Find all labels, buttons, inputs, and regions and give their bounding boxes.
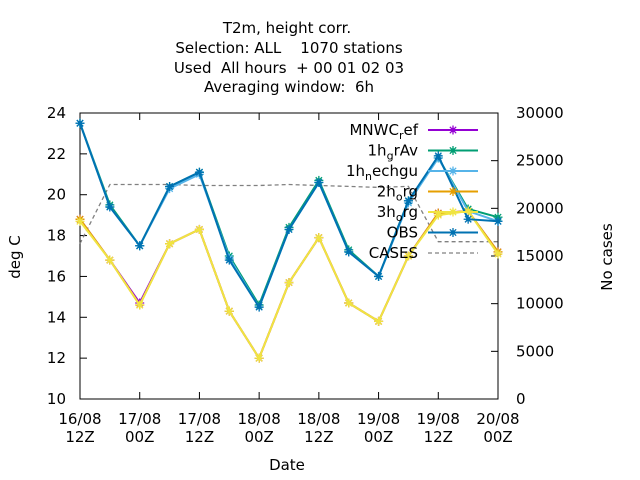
y-tick-label: 16 xyxy=(47,267,66,285)
legend-entry-1h-nechgu: 1hnechgu xyxy=(346,162,478,183)
y-axis-label: deg C xyxy=(6,235,24,279)
x-tick-hour: 00Z xyxy=(244,428,273,446)
x-axis-label: Date xyxy=(269,456,305,474)
legend-entry-2h-org: 2horg xyxy=(377,183,478,204)
title-line-4: Averaging window: 6h xyxy=(204,78,374,96)
data-point-3h-org xyxy=(165,239,175,249)
x-tick-date: 19/08 xyxy=(357,410,400,428)
legend-entry-1h-grav: 1hgrAv xyxy=(368,142,478,163)
data-point-obs xyxy=(374,271,384,281)
x-tick-date: 18/08 xyxy=(297,410,340,428)
legend-entry-mnwc-ref: MNWCref xyxy=(349,121,478,142)
y-tick-label: 10 xyxy=(47,390,66,408)
y2-tick-label: 10000 xyxy=(516,295,564,313)
data-point-obs xyxy=(254,302,264,312)
data-point-obs xyxy=(493,216,503,226)
x-tick-date: 17/08 xyxy=(118,410,161,428)
x-tick-hour: 00Z xyxy=(125,428,154,446)
data-point-obs xyxy=(463,214,473,224)
data-point-3h-org xyxy=(105,255,115,265)
data-point-obs xyxy=(314,177,324,187)
data-point-3h-org xyxy=(254,353,264,363)
y-tick-label: 24 xyxy=(47,104,66,122)
data-point-obs xyxy=(135,241,145,251)
data-point-obs xyxy=(75,118,85,128)
data-point-3h-org xyxy=(284,278,294,288)
data-point-obs xyxy=(194,167,204,177)
data-point-obs xyxy=(403,196,413,206)
legend-entry-cases: CASES xyxy=(369,244,478,262)
data-point-3h-org xyxy=(374,316,384,326)
data-point-3h-org xyxy=(224,306,234,316)
legend-label-3h-org: 3horg xyxy=(377,203,418,224)
chart-title: T2m, height corr. Selection: ALL 1070 st… xyxy=(174,19,404,96)
x-tick-date: 20/08 xyxy=(476,410,519,428)
y-tick-label: 22 xyxy=(47,145,66,163)
legend-entry-obs: OBS xyxy=(387,224,478,242)
data-point-obs xyxy=(165,182,175,192)
data-point-3h-org xyxy=(135,300,145,310)
title-line-2: Selection: ALL 1070 stations xyxy=(175,39,403,57)
y2-tick-label: 20000 xyxy=(516,199,564,217)
series-layer xyxy=(75,118,503,363)
y2-tick-label: 30000 xyxy=(516,104,564,122)
x-tick-date: 16/08 xyxy=(58,410,101,428)
series-line-cases xyxy=(79,183,498,244)
y-tick-label: 14 xyxy=(47,308,66,326)
x-tick-hour: 12Z xyxy=(424,428,453,446)
data-point-obs xyxy=(344,247,354,257)
x-tick-date: 17/08 xyxy=(178,410,221,428)
x-tick-date: 18/08 xyxy=(238,410,281,428)
y2-tick-label: 5000 xyxy=(516,342,554,360)
y2-tick-label: 25000 xyxy=(516,152,564,170)
title-line-3: Used All hours + 00 01 02 03 xyxy=(174,59,404,77)
data-point-obs xyxy=(224,255,234,265)
legend-marker-1h-nechgu xyxy=(448,166,458,176)
x-tick-hour: 12Z xyxy=(65,428,94,446)
y2-axis-label: No cases xyxy=(598,223,616,291)
legend-label-mnwc-ref: MNWCref xyxy=(349,121,418,142)
data-point-obs xyxy=(105,202,115,212)
title-line-1: T2m, height corr. xyxy=(222,19,351,37)
x-tick-hour: 00Z xyxy=(483,428,512,446)
x-tick-hour: 12Z xyxy=(185,428,214,446)
legend-marker-1h-grav xyxy=(448,146,458,155)
series-cases xyxy=(79,183,498,244)
data-point-3h-org xyxy=(344,298,354,308)
axes-frame: 10 12 14 16 18 20 22 24 0 5000 10000 15000 20000 2500… xyxy=(47,104,564,446)
legend-label-obs: OBS xyxy=(387,224,418,242)
series-3h-org xyxy=(75,206,503,363)
y2-tick-label: 15000 xyxy=(516,247,564,265)
y-tick-label: 18 xyxy=(47,227,66,245)
legend-label-cases: CASES xyxy=(369,244,418,262)
data-point-obs xyxy=(433,151,443,161)
legend-marker-obs xyxy=(448,228,458,237)
x-tick-hour: 00Z xyxy=(364,428,393,446)
y-tick-label: 20 xyxy=(47,186,66,204)
data-point-3h-org xyxy=(493,249,503,259)
y-tick-label: 12 xyxy=(47,349,66,367)
legend-marker-mnwc-ref xyxy=(448,125,458,135)
legend-entry-3h-org: 3horg xyxy=(377,203,478,224)
x-tick-date: 19/08 xyxy=(417,410,460,428)
data-point-3h-org xyxy=(194,224,204,234)
legend-marker-2h-org xyxy=(448,187,458,196)
data-point-3h-org xyxy=(314,233,324,243)
legend-label-1h-grav: 1hgrAv xyxy=(368,142,419,163)
data-point-3h-org xyxy=(403,251,413,261)
data-point-obs xyxy=(284,224,294,234)
legend-label-2h-org: 2horg xyxy=(377,183,418,204)
data-point-3h-org xyxy=(75,216,85,226)
legend-label-1h-nechgu: 1hnechgu xyxy=(346,162,418,183)
legend-marker-3h-org xyxy=(448,207,458,217)
y2-tick-label: 0 xyxy=(516,390,526,408)
x-tick-hour: 12Z xyxy=(304,428,333,446)
